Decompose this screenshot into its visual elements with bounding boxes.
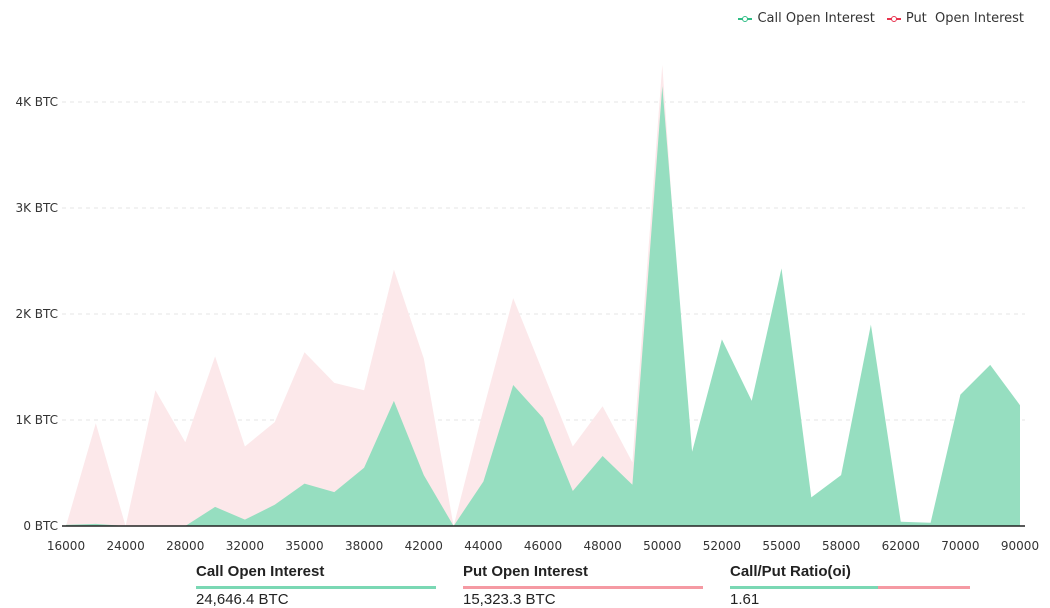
x-tick-label: 70000 bbox=[941, 539, 979, 553]
call-legend-icon bbox=[738, 14, 753, 24]
x-tick-label: 52000 bbox=[703, 539, 741, 553]
ratio-bar bbox=[730, 586, 970, 589]
put-area bbox=[66, 64, 1020, 527]
call-oi-bar bbox=[196, 586, 436, 589]
legend-call-label: Call Open Interest bbox=[757, 11, 875, 26]
x-tick-label: 50000 bbox=[643, 539, 681, 553]
x-tick-label: 46000 bbox=[524, 539, 562, 553]
legend-item-call[interactable]: Call Open Interest bbox=[738, 11, 875, 26]
y-tick-label: 5K BTC bbox=[15, 0, 58, 3]
y-tick-label: 1K BTC bbox=[15, 413, 58, 427]
x-tick-label: 28000 bbox=[166, 539, 204, 553]
x-tick-label: 32000 bbox=[226, 539, 264, 553]
call-area bbox=[66, 86, 1020, 526]
x-tick-label: 44000 bbox=[464, 539, 502, 553]
x-tick-label: 24000 bbox=[107, 539, 145, 553]
x-tick-label: 55000 bbox=[762, 539, 800, 553]
call-oi-stat: Call Open Interest 24,646.4 BTC bbox=[196, 563, 436, 608]
x-tick-label: 90000 bbox=[1001, 539, 1039, 553]
put-oi-title: Put Open Interest bbox=[463, 563, 589, 580]
call-oi-title: Call Open Interest bbox=[196, 563, 325, 580]
y-tick-label: 3K BTC bbox=[15, 201, 58, 215]
x-tick-label: 16000 bbox=[47, 539, 85, 553]
legend-item-put[interactable]: Put Open Interest bbox=[886, 11, 1024, 26]
ratio-stat: Call/Put Ratio(oi) 1.61 bbox=[730, 563, 970, 608]
ratio-call-fill bbox=[730, 586, 879, 589]
put-oi-bar bbox=[463, 586, 703, 589]
x-tick-label: 35000 bbox=[285, 539, 323, 553]
legend-put-label: Put Open Interest bbox=[905, 11, 1024, 26]
x-tick-label: 38000 bbox=[345, 539, 383, 553]
y-tick-label: 0 BTC bbox=[23, 519, 58, 533]
x-tick-label: 42000 bbox=[405, 539, 443, 553]
y-tick-label: 4K BTC bbox=[15, 95, 58, 109]
put-legend-icon bbox=[886, 14, 901, 24]
ratio-title: Call/Put Ratio(oi) bbox=[730, 563, 851, 580]
x-tick-label: 58000 bbox=[822, 539, 860, 553]
put-oi-stat: Put Open Interest 15,323.3 BTC bbox=[463, 563, 703, 608]
chart-legend: Call Open Interest Put Open Interest bbox=[738, 11, 1024, 26]
y-tick-label: 2K BTC bbox=[15, 307, 58, 321]
x-tick-label: 48000 bbox=[584, 539, 622, 553]
x-tick-label: 62000 bbox=[882, 539, 920, 553]
